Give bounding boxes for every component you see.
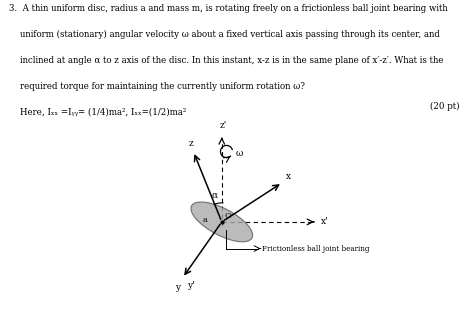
Ellipse shape: [191, 202, 253, 242]
Text: 3.  A thin uniform disc, radius a and mass m, is rotating freely on a frictionle: 3. A thin uniform disc, radius a and mas…: [9, 4, 448, 13]
Text: required torque for maintaining the currently uniform rotation ω?: required torque for maintaining the curr…: [9, 81, 305, 91]
Text: x: x: [286, 171, 292, 181]
Text: inclined at angle α to z axis of the disc. In this instant, x-z is in the same p: inclined at angle α to z axis of the dis…: [9, 56, 444, 65]
Text: O: O: [224, 212, 231, 220]
Text: z': z': [220, 121, 228, 130]
Text: z: z: [189, 139, 194, 147]
Text: Frictionless ball joint bearing: Frictionless ball joint bearing: [262, 244, 369, 253]
Text: α: α: [212, 191, 218, 200]
Text: a: a: [202, 216, 207, 224]
Text: (20 pt): (20 pt): [430, 102, 460, 111]
Text: ω: ω: [236, 149, 244, 158]
Text: Here, Iₓₓ =Iᵧᵧ= (1/4)ma², Iₓₓ=(1/2)ma²: Here, Iₓₓ =Iᵧᵧ= (1/4)ma², Iₓₓ=(1/2)ma²: [9, 107, 187, 116]
Text: y': y': [187, 281, 195, 290]
Text: x': x': [321, 217, 328, 226]
Text: y: y: [175, 283, 181, 292]
Text: uniform (stationary) angular velocity ω about a fixed vertical axis passing thro: uniform (stationary) angular velocity ω …: [9, 30, 440, 39]
